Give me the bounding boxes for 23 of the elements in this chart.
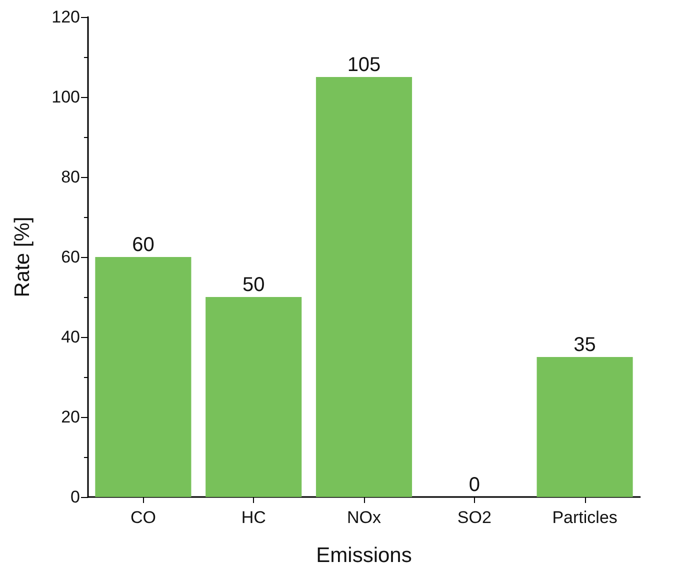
x-tick-label: CO — [130, 508, 156, 527]
x-tick-label: NOx — [347, 508, 382, 527]
data-label: 60 — [132, 234, 154, 256]
bar — [536, 357, 633, 497]
y-tick-label: 80 — [61, 168, 80, 186]
bar — [95, 257, 192, 497]
y-axis-title: Rate [%] — [11, 216, 34, 298]
data-label: 105 — [347, 54, 381, 76]
y-tick-label: 20 — [61, 408, 80, 426]
x-axis-title: Emissions — [316, 544, 412, 567]
x-tick-label: SO2 — [457, 508, 492, 527]
y-tick-label: 0 — [70, 488, 80, 506]
x-tick-label: HC — [241, 508, 266, 527]
data-label: 35 — [574, 334, 596, 356]
bar — [316, 77, 412, 497]
data-label: 0 — [468, 474, 480, 496]
y-tick-label: 120 — [52, 8, 80, 26]
y-tick-label: 40 — [61, 328, 80, 346]
y-tick-label: 60 — [61, 248, 80, 266]
data-label: 50 — [242, 274, 265, 296]
y-tick-label: 100 — [52, 88, 80, 106]
x-tick-label: Particles — [552, 508, 618, 527]
bar — [206, 297, 302, 497]
